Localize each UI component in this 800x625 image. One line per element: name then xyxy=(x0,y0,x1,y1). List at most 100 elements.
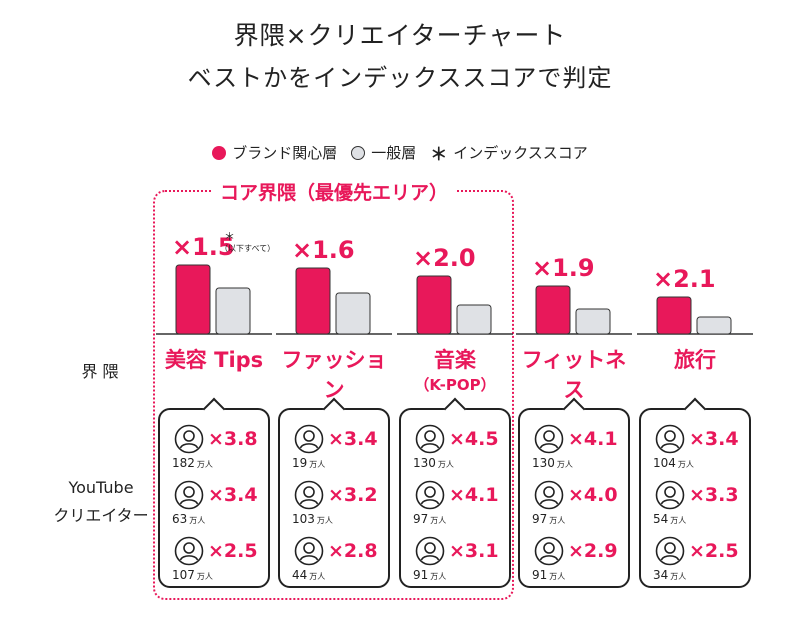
subscriber-count: 97 xyxy=(532,512,548,526)
creator-item[interactable]: 34 万人 ×2.5 xyxy=(641,534,753,590)
subscriber-count: 19 xyxy=(292,456,308,470)
legend-brand: ブランド関心層 xyxy=(212,142,337,163)
legend-index-label: インデックススコア xyxy=(453,144,588,162)
creator-subscribers: 91 万人 xyxy=(413,568,446,582)
creator-index: ×4.1 xyxy=(449,484,499,506)
index-label-0: ×1.5 xyxy=(172,233,235,261)
person-avatar-icon xyxy=(534,424,564,454)
creator-index: ×3.2 xyxy=(328,484,378,506)
creator-index: ×4.1 xyxy=(568,428,618,450)
creator-item[interactable]: 97 万人 ×4.1 xyxy=(401,478,513,534)
subscriber-count: 182 xyxy=(172,456,195,470)
creator-subscribers: 103 万人 xyxy=(292,512,333,526)
person-avatar-icon xyxy=(655,480,685,510)
bar-general-0 xyxy=(215,287,251,335)
category-label-1: ファッション xyxy=(281,348,387,402)
creator-subscribers: 97 万人 xyxy=(413,512,446,526)
core-area-label: コア界隈（最優先エリア） xyxy=(211,182,456,204)
subscriber-unit: 万人 xyxy=(430,572,447,581)
person-avatar-icon xyxy=(294,536,324,566)
subscriber-unit: 万人 xyxy=(309,460,326,469)
creator-item[interactable]: 44 万人 ×2.8 xyxy=(280,534,392,590)
subscriber-unit: 万人 xyxy=(196,460,213,469)
bar-general-1 xyxy=(335,292,371,335)
person-avatar-icon xyxy=(534,536,564,566)
subscriber-unit: 万人 xyxy=(309,572,326,581)
subscriber-unit: 万人 xyxy=(556,460,573,469)
creator-index: ×3.4 xyxy=(689,428,739,450)
index-label-2: ×2.0 xyxy=(413,244,476,272)
person-avatar-icon xyxy=(174,424,204,454)
category-label-3: フィットネス xyxy=(521,348,627,402)
creator-subscribers: 130 万人 xyxy=(532,456,573,470)
creator-item[interactable]: 182 万人 ×3.8 xyxy=(160,422,272,478)
person-avatar-icon xyxy=(294,480,324,510)
creator-item[interactable]: 54 万人 ×3.3 xyxy=(641,478,753,534)
category-label-4: 旅行 xyxy=(674,348,716,372)
creator-item[interactable]: 91 万人 ×3.1 xyxy=(401,534,513,590)
creator-panel-3: 130 万人 ×4.1 97 万人 ×4.0 91 万人 ×2.9 xyxy=(518,397,632,590)
creator-index: ×3.4 xyxy=(208,484,258,506)
index-label-4: ×2.1 xyxy=(653,265,716,293)
creator-item[interactable]: 104 万人 ×3.4 xyxy=(641,422,753,478)
legend-brand-label: ブランド関心層 xyxy=(232,144,338,162)
creator-item[interactable]: 107 万人 ×2.5 xyxy=(160,534,272,590)
subscriber-count: 97 xyxy=(413,512,429,526)
subscriber-unit: 万人 xyxy=(670,516,687,525)
core-area-label-wrap: コア界隈（最優先エリア） xyxy=(0,178,668,205)
category-label-0: 美容 Tips xyxy=(164,348,264,372)
legend-general: 一般層 xyxy=(351,142,416,163)
legend-index: ＊ インデックススコア xyxy=(430,140,588,165)
subscriber-unit: 万人 xyxy=(677,460,694,469)
creator-subscribers: 19 万人 xyxy=(292,456,325,470)
note-asterisk: ＊ xyxy=(224,230,235,243)
person-avatar-icon xyxy=(534,480,564,510)
subscriber-unit: 万人 xyxy=(430,516,447,525)
person-avatar-icon xyxy=(174,536,204,566)
row-label-genre: 界 隈 xyxy=(81,362,119,381)
legend-general-swatch xyxy=(351,145,366,160)
creator-item[interactable]: 130 万人 ×4.1 xyxy=(520,422,632,478)
chart-subtitle: ベストかをインデックススコアで判定 xyxy=(187,64,613,92)
creator-item[interactable]: 103 万人 ×3.2 xyxy=(280,478,392,534)
creator-index: ×2.9 xyxy=(568,540,618,562)
bar-brand-0 xyxy=(175,264,211,335)
legend-brand-swatch xyxy=(212,145,227,160)
legend-general-label: 一般層 xyxy=(371,144,417,162)
creator-index: ×3.1 xyxy=(449,540,499,562)
creator-item[interactable]: 91 万人 ×2.9 xyxy=(520,534,632,590)
creator-subscribers: 54 万人 xyxy=(653,512,686,526)
creator-subscribers: 63 万人 xyxy=(172,512,205,526)
creator-index: ×3.3 xyxy=(689,484,739,506)
creator-item[interactable]: 130 万人 ×4.5 xyxy=(401,422,513,478)
bar-brand-4 xyxy=(656,296,692,335)
person-avatar-icon xyxy=(655,424,685,454)
person-avatar-icon xyxy=(415,536,445,566)
creator-index: ×3.8 xyxy=(208,428,258,450)
creator-index: ×4.5 xyxy=(449,428,499,450)
row-label-creators-line2: クリエイター xyxy=(53,506,149,525)
creator-item[interactable]: 97 万人 ×4.0 xyxy=(520,478,632,534)
creator-index: ×3.4 xyxy=(328,428,378,450)
index-label-3: ×1.9 xyxy=(532,254,595,282)
subscriber-count: 34 xyxy=(653,568,669,582)
creator-item[interactable]: 63 万人 ×3.4 xyxy=(160,478,272,534)
note-text: （以下すべて） xyxy=(220,244,275,253)
creator-index: ×2.8 xyxy=(328,540,378,562)
creator-index: ×2.5 xyxy=(689,540,739,562)
asterisk-icon: ＊ xyxy=(430,145,448,165)
creator-subscribers: 91 万人 xyxy=(532,568,565,582)
creator-subscribers: 44 万人 xyxy=(292,568,325,582)
subscriber-unit: 万人 xyxy=(670,572,687,581)
subscriber-unit: 万人 xyxy=(549,572,566,581)
creator-item[interactable]: 19 万人 ×3.4 xyxy=(280,422,392,478)
subscriber-count: 44 xyxy=(292,568,308,582)
person-avatar-icon xyxy=(294,424,324,454)
bar-brand-1 xyxy=(295,267,331,335)
row-label-creators-line1: YouTube xyxy=(68,478,134,497)
creator-index: ×2.5 xyxy=(208,540,258,562)
subscriber-count: 104 xyxy=(653,456,676,470)
chart-title: 界隈×クリエイターチャート xyxy=(233,21,567,50)
creator-subscribers: 97 万人 xyxy=(532,512,565,526)
category-label-2: 音楽 xyxy=(434,348,476,372)
